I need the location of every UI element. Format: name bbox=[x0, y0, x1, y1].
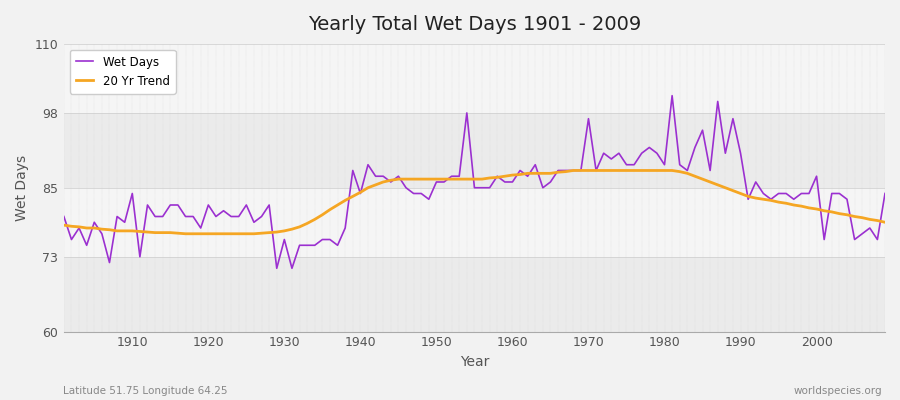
Text: worldspecies.org: worldspecies.org bbox=[794, 386, 882, 396]
Wet Days bbox=[120, 220, 130, 225]
20 Yr Trend bbox=[120, 228, 130, 233]
Legend: Wet Days, 20 Yr Trend: Wet Days, 20 Yr Trend bbox=[70, 50, 176, 94]
Wet Days bbox=[340, 226, 351, 230]
Bar bbox=[64, 44, 885, 113]
20 Yr Trend bbox=[879, 220, 890, 225]
X-axis label: Year: Year bbox=[460, 355, 489, 369]
Wet Days bbox=[879, 191, 890, 196]
Bar bbox=[64, 188, 885, 257]
20 Yr Trend bbox=[180, 231, 191, 236]
Wet Days bbox=[515, 168, 526, 173]
20 Yr Trend bbox=[568, 168, 579, 173]
20 Yr Trend bbox=[507, 173, 517, 178]
Bar bbox=[64, 257, 885, 332]
20 Yr Trend bbox=[515, 172, 526, 177]
Title: Yearly Total Wet Days 1901 - 2009: Yearly Total Wet Days 1901 - 2009 bbox=[308, 15, 641, 34]
Wet Days bbox=[606, 156, 616, 161]
Line: Wet Days: Wet Days bbox=[64, 96, 885, 268]
Line: 20 Yr Trend: 20 Yr Trend bbox=[64, 170, 885, 234]
Wet Days bbox=[58, 214, 69, 219]
Text: Latitude 51.75 Longitude 64.25: Latitude 51.75 Longitude 64.25 bbox=[63, 386, 228, 396]
20 Yr Trend bbox=[340, 198, 351, 203]
Wet Days bbox=[507, 180, 517, 184]
20 Yr Trend bbox=[294, 224, 305, 229]
20 Yr Trend bbox=[614, 168, 625, 173]
Wet Days bbox=[271, 266, 282, 271]
Bar bbox=[64, 113, 885, 188]
Y-axis label: Wet Days: Wet Days bbox=[15, 155, 29, 221]
20 Yr Trend bbox=[58, 223, 69, 228]
Wet Days bbox=[294, 243, 305, 248]
Wet Days bbox=[667, 93, 678, 98]
